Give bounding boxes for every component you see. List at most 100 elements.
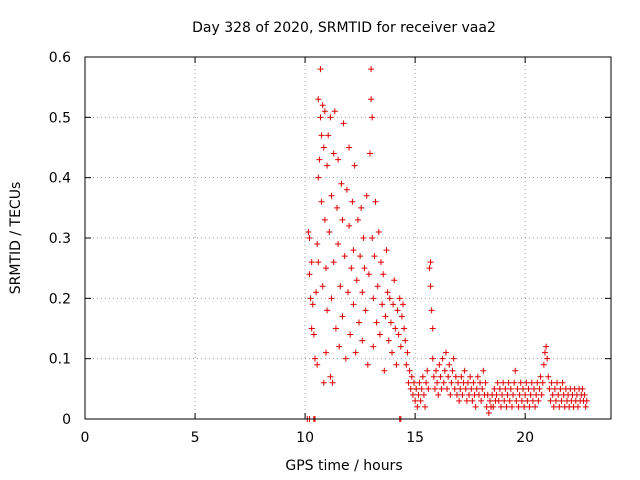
data-point xyxy=(535,397,542,404)
data-point xyxy=(364,361,371,368)
data-point xyxy=(306,271,313,278)
data-point xyxy=(315,96,322,103)
data-point xyxy=(463,397,470,404)
data-point xyxy=(317,66,324,73)
data-point xyxy=(455,379,462,386)
data-point xyxy=(424,367,431,374)
data-point xyxy=(395,331,402,338)
data-point xyxy=(322,349,329,356)
data-point xyxy=(447,391,454,398)
data-point xyxy=(328,192,335,199)
data-point xyxy=(423,379,430,386)
chart-title: Day 328 of 2020, SRMTID for receiver vaa… xyxy=(192,20,496,36)
x-tick-label: 20 xyxy=(516,430,534,446)
data-point xyxy=(513,397,520,404)
data-point xyxy=(502,385,509,392)
y-tick-label: 0.5 xyxy=(49,110,71,126)
data-point xyxy=(319,102,326,109)
data-point xyxy=(330,150,337,157)
data-point xyxy=(510,391,517,398)
data-point xyxy=(438,385,445,392)
data-point xyxy=(554,379,561,386)
data-point xyxy=(475,391,482,398)
data-point xyxy=(477,379,484,386)
data-point xyxy=(517,379,524,386)
data-point xyxy=(467,373,474,380)
data-point xyxy=(335,241,342,248)
data-point xyxy=(534,379,541,386)
data-point xyxy=(346,144,353,151)
data-point xyxy=(448,379,455,386)
data-point xyxy=(371,253,378,260)
data-point xyxy=(449,367,456,374)
data-point xyxy=(524,397,531,404)
x-tick-label: 15 xyxy=(406,430,424,446)
data-point xyxy=(514,385,521,392)
data-point xyxy=(417,397,424,404)
data-point xyxy=(485,409,492,416)
data-point xyxy=(351,162,358,169)
data-point xyxy=(556,403,563,410)
data-point xyxy=(327,373,334,380)
data-point xyxy=(369,235,376,241)
data-point xyxy=(470,379,477,386)
data-point xyxy=(389,349,396,356)
data-point xyxy=(376,331,383,338)
x-tick-label: 10 xyxy=(296,430,314,446)
data-point xyxy=(354,216,361,223)
data-point xyxy=(387,319,394,326)
data-point xyxy=(385,337,392,344)
data-point xyxy=(452,373,459,380)
data-points xyxy=(304,66,590,422)
data-point xyxy=(529,397,536,404)
data-point xyxy=(342,355,349,362)
data-point xyxy=(440,379,447,386)
data-point xyxy=(496,385,503,392)
data-point xyxy=(503,403,510,410)
data-point xyxy=(411,379,418,386)
data-point xyxy=(416,379,423,386)
data-point xyxy=(307,295,314,302)
data-point xyxy=(427,283,434,290)
data-point xyxy=(532,403,539,410)
data-point xyxy=(316,156,323,163)
data-point xyxy=(378,259,385,266)
data-point xyxy=(546,385,553,392)
data-point xyxy=(557,385,564,392)
data-point xyxy=(318,198,325,205)
data-point xyxy=(539,379,546,386)
data-point xyxy=(346,222,353,229)
x-axis-title: GPS time / hours xyxy=(285,458,402,474)
data-point xyxy=(497,403,504,410)
data-point xyxy=(406,367,413,374)
data-point xyxy=(479,385,486,392)
data-point xyxy=(494,379,501,386)
data-point xyxy=(362,307,369,314)
data-point xyxy=(420,391,427,398)
data-point xyxy=(435,391,442,398)
data-point xyxy=(345,289,351,296)
data-point xyxy=(558,397,565,404)
data-point xyxy=(319,283,326,290)
data-point xyxy=(500,379,507,386)
data-point xyxy=(499,391,506,398)
data-point xyxy=(552,397,559,404)
data-point xyxy=(348,265,355,272)
data-point xyxy=(315,259,322,266)
data-point xyxy=(415,391,422,398)
data-point xyxy=(369,114,376,121)
data-point xyxy=(495,397,502,404)
data-point xyxy=(437,373,444,380)
data-point xyxy=(370,295,377,302)
data-point xyxy=(429,325,436,332)
data-point xyxy=(320,144,327,151)
data-point xyxy=(321,216,328,223)
data-point xyxy=(368,66,375,73)
x-tick-labels: 0 5 10 15 20 xyxy=(81,430,535,446)
data-point xyxy=(537,373,544,380)
data-point xyxy=(336,343,343,350)
data-point xyxy=(446,361,453,368)
data-point xyxy=(394,307,401,314)
data-point xyxy=(367,150,374,157)
data-point xyxy=(414,403,421,410)
